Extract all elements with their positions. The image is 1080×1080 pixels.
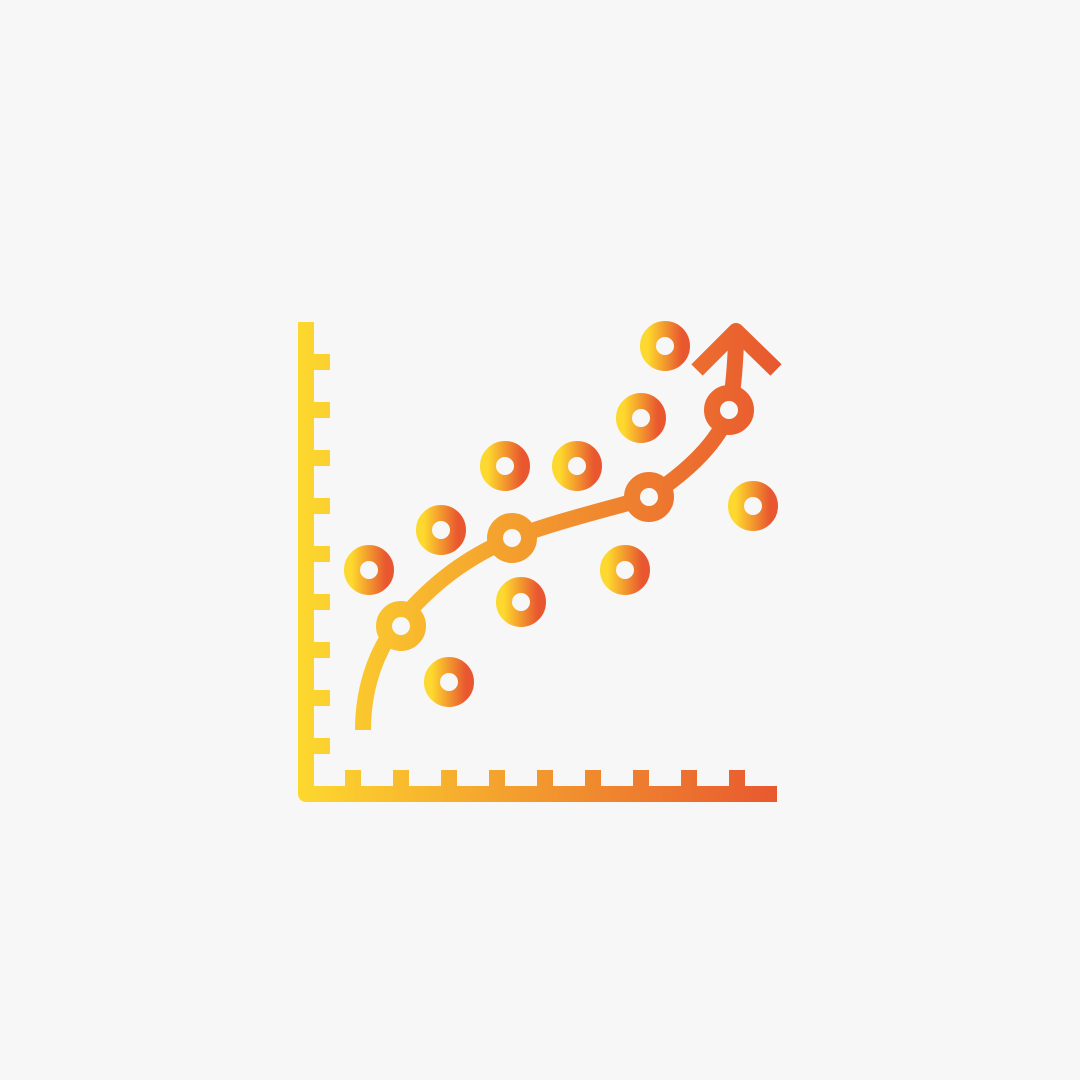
y-axis-ticks <box>306 354 330 754</box>
trend-nodes <box>376 385 754 651</box>
y-axis-line <box>298 322 777 802</box>
scatter-points <box>344 321 778 707</box>
x-axis-ticks <box>345 770 745 794</box>
scatter-point <box>640 321 690 371</box>
scatter-point <box>552 441 602 491</box>
scatter-point <box>416 505 466 555</box>
scatter-point <box>616 393 666 443</box>
trend-node <box>376 601 426 651</box>
trend-node <box>704 385 754 435</box>
trend-arrow-head-icon <box>691 323 782 376</box>
trend-node <box>487 513 537 563</box>
scatter-point <box>600 545 650 595</box>
scatter-point <box>480 441 530 491</box>
scatter-point <box>344 545 394 595</box>
scatter-point <box>496 577 546 627</box>
scatter-point <box>728 481 778 531</box>
trend-node <box>624 472 674 522</box>
scatter-point <box>424 657 474 707</box>
